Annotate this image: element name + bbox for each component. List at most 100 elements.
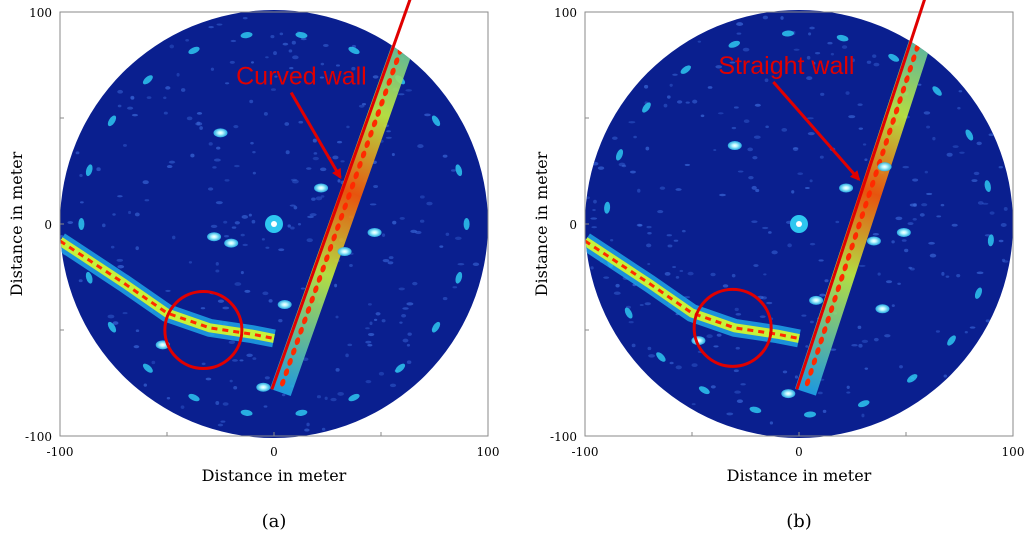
y-axis-label: Distance in meter (7, 151, 26, 296)
speckle (232, 359, 238, 362)
speckle (217, 299, 225, 303)
speckle (592, 161, 599, 166)
speckle (935, 330, 940, 333)
speckle (112, 213, 116, 216)
speckle (252, 357, 257, 360)
wall-hot-spot (390, 67, 396, 76)
speckle (864, 367, 869, 370)
edge-return (463, 218, 470, 230)
speckle (805, 345, 809, 348)
speckle (281, 393, 286, 397)
lower-wall-hot (585, 239, 800, 340)
speckle (628, 320, 634, 324)
edge-return (85, 271, 93, 284)
speckle (940, 203, 945, 207)
point-return (866, 236, 881, 246)
speckle (312, 138, 317, 143)
speckle (75, 151, 80, 155)
speckle (989, 211, 995, 215)
speckle (365, 340, 372, 344)
speckle (117, 89, 124, 94)
speckle (188, 261, 193, 264)
speckle (945, 275, 950, 278)
speckle (398, 93, 405, 96)
speckle (648, 354, 655, 358)
edge-return (857, 400, 870, 408)
speckle (102, 223, 106, 228)
point-return (875, 304, 890, 314)
speckle (222, 402, 229, 406)
wall-hot-spot (897, 96, 903, 104)
wall-hot-spot (852, 232, 859, 240)
annotation-arrow (772, 80, 861, 181)
speckle (263, 111, 268, 116)
speckle (321, 427, 326, 431)
speckle (713, 149, 717, 152)
speckle (667, 244, 673, 248)
edge-return (142, 363, 153, 373)
y-tick-label: -100 (550, 430, 577, 444)
speckle (697, 40, 702, 43)
x-tick-label: 100 (1002, 445, 1025, 459)
edge-return (188, 393, 200, 402)
speckle (67, 221, 74, 224)
wall-hot-spot (360, 150, 367, 159)
speckle (736, 399, 744, 404)
speckle (337, 179, 341, 183)
speckle (335, 64, 340, 67)
speckle (780, 16, 784, 20)
speckle (282, 42, 289, 46)
wall-hot-spot (887, 127, 893, 136)
wall-hot-spot (386, 78, 393, 86)
speckle (297, 222, 302, 226)
sensor-center (271, 221, 277, 227)
speckle (135, 246, 139, 251)
speckle (419, 219, 425, 223)
radar-returns (60, 10, 480, 432)
speckle (804, 186, 810, 189)
speckle (818, 259, 824, 262)
wall-hot-spot (294, 337, 301, 345)
speckle (864, 158, 868, 162)
panel-a: -100 0 100 100 0 -100 Distance in meter Distanc… (7, 0, 499, 532)
speckle (631, 343, 636, 348)
speckle (163, 96, 167, 100)
speckle (224, 235, 229, 238)
speckle (332, 155, 339, 160)
speckle (710, 272, 716, 277)
speckle (268, 299, 273, 303)
speckle (753, 135, 761, 139)
speckle (165, 289, 171, 293)
wall-hot-spot (327, 243, 334, 252)
speckle (166, 397, 171, 400)
speckle (445, 232, 450, 236)
speckle (733, 369, 739, 373)
annotation-label: Straight wall (718, 52, 854, 80)
point-return (207, 232, 222, 242)
speckle (590, 217, 598, 220)
wall-hot-spot (364, 140, 370, 148)
speckle (307, 215, 314, 219)
speckle (664, 271, 671, 276)
edge-return (615, 149, 624, 161)
speckle (781, 128, 788, 132)
speckle (809, 320, 814, 324)
speckle (820, 92, 825, 96)
annotation-arrow (289, 91, 342, 180)
wall-hot-spot (287, 358, 293, 366)
wall-hot-spot (832, 294, 838, 303)
speckle (244, 289, 251, 293)
speckle (387, 261, 394, 265)
speckle (919, 213, 925, 217)
speckle (866, 60, 872, 64)
speckle (824, 279, 829, 283)
speckle (585, 196, 590, 200)
panel-caption: (b) (786, 511, 812, 532)
speckle (764, 78, 769, 83)
speckle (210, 67, 215, 71)
speckle (848, 115, 856, 119)
x-tick-label: -100 (572, 445, 599, 459)
speckle (735, 313, 742, 316)
speckle (410, 229, 418, 233)
speckle (250, 141, 254, 145)
